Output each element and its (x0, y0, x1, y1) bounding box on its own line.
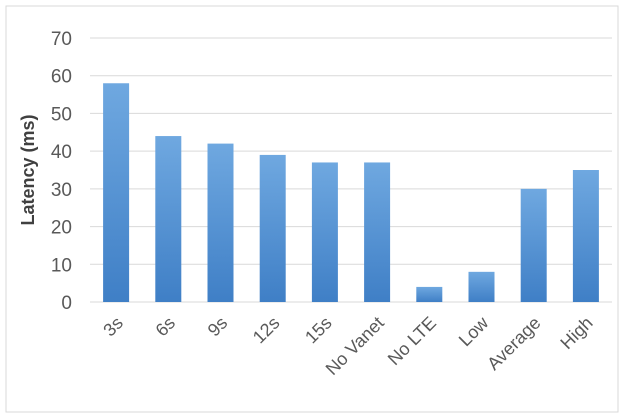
x-category-label: 12s (249, 313, 284, 348)
bar-average (520, 188, 547, 302)
x-category-label: 6s (152, 313, 180, 341)
bar-high (572, 170, 599, 302)
x-category-label: 9s (204, 313, 232, 341)
bar-9s (207, 143, 234, 302)
bar-no-lte (416, 286, 443, 302)
y-tick-label: 30 (51, 180, 72, 201)
bar-12s (259, 154, 286, 302)
bar-3s (103, 83, 130, 302)
y-tick-label: 10 (51, 255, 72, 276)
x-category-label: High (556, 313, 596, 353)
x-category-label: No Vanet (322, 313, 388, 379)
x-category-label: Low (455, 312, 493, 350)
y-tick-label: 70 (51, 29, 72, 50)
bar-low (468, 271, 495, 302)
y-tick-label: 0 (61, 293, 72, 314)
bar-15s (311, 162, 338, 302)
x-category-label: No LTE (384, 313, 440, 369)
y-tick-label: 40 (51, 142, 72, 163)
y-axis-label: Latency (ms) (18, 114, 38, 225)
bar-no-vanet (364, 162, 391, 302)
y-tick-label: 60 (51, 67, 72, 88)
y-tick-label: 50 (51, 104, 72, 125)
x-category-label: Average (483, 313, 544, 374)
bars (103, 83, 599, 302)
chart-frame (5, 5, 619, 413)
y-axis-ticks: 0 10 20 30 40 50 60 70 (51, 29, 72, 314)
x-category-label: 15s (301, 313, 336, 348)
bar-6s (155, 136, 182, 302)
y-tick-label: 20 (51, 218, 72, 239)
x-category-label: 3s (99, 313, 127, 341)
